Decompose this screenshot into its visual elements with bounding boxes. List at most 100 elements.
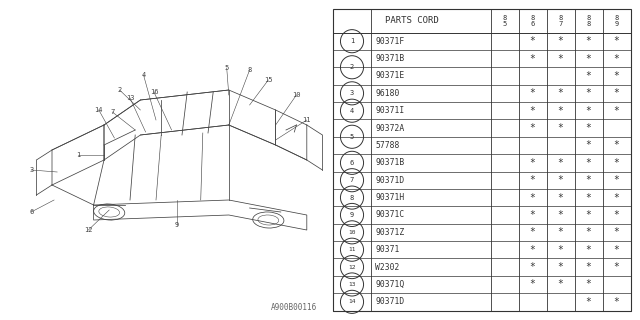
Text: *: * xyxy=(557,193,563,203)
Text: *: * xyxy=(586,71,591,81)
Text: 10: 10 xyxy=(292,92,301,98)
Text: *: * xyxy=(586,123,591,133)
Text: 14: 14 xyxy=(95,107,103,113)
Text: 90371I: 90371I xyxy=(375,106,404,115)
Text: 90371D: 90371D xyxy=(375,297,404,306)
Text: 90371B: 90371B xyxy=(375,54,404,63)
Text: *: * xyxy=(586,158,591,168)
Text: 11: 11 xyxy=(303,117,311,123)
Text: 90371H: 90371H xyxy=(375,193,404,202)
Text: 90371B: 90371B xyxy=(375,158,404,167)
Text: *: * xyxy=(614,210,620,220)
Text: *: * xyxy=(614,36,620,46)
Text: 90371D: 90371D xyxy=(375,176,404,185)
Text: 90371F: 90371F xyxy=(375,37,404,46)
Text: 12: 12 xyxy=(348,265,356,269)
Text: A900B00116: A900B00116 xyxy=(271,303,317,312)
Text: *: * xyxy=(586,175,591,185)
Text: *: * xyxy=(557,88,563,98)
Text: *: * xyxy=(614,262,620,272)
Text: 7: 7 xyxy=(350,177,354,183)
Text: 57788: 57788 xyxy=(375,141,399,150)
Text: 5: 5 xyxy=(350,134,354,140)
Text: *: * xyxy=(530,88,536,98)
Text: 9: 9 xyxy=(350,212,354,218)
Text: *: * xyxy=(586,88,591,98)
Text: *: * xyxy=(557,106,563,116)
Text: W2302: W2302 xyxy=(375,263,399,272)
Text: 8
8: 8 8 xyxy=(586,15,591,27)
Text: *: * xyxy=(586,53,591,64)
Text: 7: 7 xyxy=(110,109,115,115)
Text: *: * xyxy=(530,158,536,168)
Text: *: * xyxy=(530,210,536,220)
Text: *: * xyxy=(614,175,620,185)
Text: *: * xyxy=(530,175,536,185)
Text: *: * xyxy=(530,123,536,133)
Text: *: * xyxy=(586,262,591,272)
Text: *: * xyxy=(530,279,536,290)
Text: *: * xyxy=(557,158,563,168)
Text: 8: 8 xyxy=(248,67,252,73)
Text: 15: 15 xyxy=(264,77,273,83)
Text: *: * xyxy=(614,245,620,255)
Text: *: * xyxy=(614,227,620,237)
Text: 90371: 90371 xyxy=(375,245,399,254)
Text: *: * xyxy=(557,245,563,255)
Text: 5: 5 xyxy=(225,65,229,71)
Text: *: * xyxy=(530,53,536,64)
Text: *: * xyxy=(586,193,591,203)
Text: 13: 13 xyxy=(348,282,356,287)
Text: *: * xyxy=(530,193,536,203)
Text: *: * xyxy=(586,279,591,290)
Text: *: * xyxy=(614,88,620,98)
Text: *: * xyxy=(557,123,563,133)
Text: *: * xyxy=(614,106,620,116)
Text: 6: 6 xyxy=(29,209,33,215)
Text: 6: 6 xyxy=(350,160,354,166)
Text: *: * xyxy=(586,36,591,46)
Text: 1: 1 xyxy=(76,152,80,158)
Text: 90372A: 90372A xyxy=(375,124,404,132)
Text: 4: 4 xyxy=(350,108,354,114)
Text: *: * xyxy=(586,210,591,220)
Text: 3: 3 xyxy=(29,167,33,173)
Text: 2: 2 xyxy=(118,87,122,93)
Text: *: * xyxy=(557,175,563,185)
Text: *: * xyxy=(614,53,620,64)
Text: 13: 13 xyxy=(125,95,134,101)
Text: 8
7: 8 7 xyxy=(559,15,563,27)
Text: *: * xyxy=(557,279,563,290)
Text: *: * xyxy=(586,227,591,237)
Text: *: * xyxy=(586,297,591,307)
Text: 90371E: 90371E xyxy=(375,71,404,80)
Text: 90371C: 90371C xyxy=(375,211,404,220)
Text: PARTS CORD: PARTS CORD xyxy=(385,17,438,26)
Text: *: * xyxy=(557,36,563,46)
Text: 14: 14 xyxy=(348,299,356,304)
Text: *: * xyxy=(557,210,563,220)
Text: 8: 8 xyxy=(350,195,354,201)
Text: 2: 2 xyxy=(350,64,354,70)
Text: 90371Z: 90371Z xyxy=(375,228,404,237)
Text: *: * xyxy=(530,36,536,46)
Text: *: * xyxy=(530,262,536,272)
Text: *: * xyxy=(557,53,563,64)
Text: 8
5: 8 5 xyxy=(502,15,507,27)
Text: *: * xyxy=(614,158,620,168)
Text: 9: 9 xyxy=(175,222,179,228)
Text: 1: 1 xyxy=(350,38,354,44)
Text: *: * xyxy=(586,106,591,116)
Text: *: * xyxy=(530,227,536,237)
Text: *: * xyxy=(614,297,620,307)
Text: *: * xyxy=(530,106,536,116)
Text: 11: 11 xyxy=(348,247,356,252)
Text: 10: 10 xyxy=(348,230,356,235)
Text: *: * xyxy=(586,140,591,150)
Text: 90371Q: 90371Q xyxy=(375,280,404,289)
Text: 3: 3 xyxy=(350,90,354,96)
Text: 96180: 96180 xyxy=(375,89,399,98)
Text: *: * xyxy=(557,262,563,272)
Text: 12: 12 xyxy=(84,227,93,233)
Text: 4: 4 xyxy=(141,72,146,78)
